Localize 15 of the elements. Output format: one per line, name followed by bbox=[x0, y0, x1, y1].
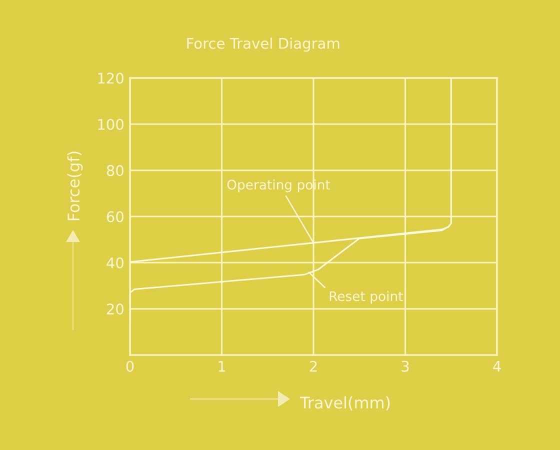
y-tick-label: 20 bbox=[106, 304, 124, 315]
x-tick-label: 0 bbox=[126, 360, 134, 372]
y-tick-label: 80 bbox=[106, 165, 124, 176]
y-tick-label: 40 bbox=[106, 257, 124, 268]
y-tick-label: 100 bbox=[98, 118, 124, 130]
y-axis-title: Force(gf) bbox=[67, 152, 83, 220]
chart-title: Force Travel Diagram bbox=[187, 38, 340, 52]
x-tick-label: 3 bbox=[402, 360, 409, 372]
x-tick-label: 1 bbox=[218, 361, 226, 372]
x-tick-label: 2 bbox=[310, 360, 317, 372]
y-tick-label: 120 bbox=[98, 72, 124, 84]
x-tick-label: 4 bbox=[493, 361, 501, 372]
annotation: Reset point bbox=[330, 290, 403, 304]
x-axis-title: Travel(mm) bbox=[300, 396, 390, 411]
y-tick-label: 60 bbox=[106, 211, 124, 222]
